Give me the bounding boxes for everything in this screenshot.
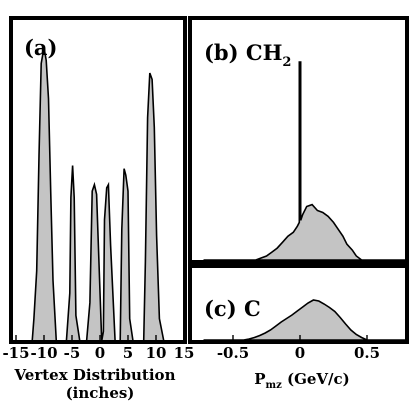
panel-b-label-subscript: 2 <box>282 55 291 70</box>
panel-a-x-tick-label: -15 <box>2 344 29 362</box>
panel-a-x-tick-label: -5 <box>64 344 81 362</box>
panel-a-x-tick-label: 10 <box>146 344 167 362</box>
panel-a-x-tick-label: 5 <box>123 344 133 362</box>
panel-c: (c) C -0.5 0 0.5 Pmz (GeV/c) <box>188 264 409 391</box>
panel-a-label: (a) <box>24 35 57 60</box>
panel-c-frame <box>188 264 409 344</box>
panel-c-label: (c) C <box>204 296 261 321</box>
panel-a-x-tick-label: 15 <box>174 344 195 362</box>
panel-c-x-tick-label: 0.5 <box>354 344 380 362</box>
panel-a-x-axis-label: Vertex Distribution <box>14 366 176 384</box>
panel-c-x-tick-label: 0 <box>295 344 305 362</box>
panel-a-x-tick-label: 0 <box>95 344 105 362</box>
panel-b-label: (b) CH2 <box>204 40 291 70</box>
panel-b-frame <box>188 16 409 264</box>
panel-a-frame <box>9 16 187 344</box>
panel-a-x-ticks: -15 -10 -5 0 5 10 15 <box>2 335 194 362</box>
panel-a: (a) -15 -10 -5 0 5 10 15 Vertex Distribution (… <box>2 16 194 402</box>
panel-c-x-ticks: -0.5 0 0.5 <box>217 335 380 362</box>
histogram-c-pmz <box>203 299 405 341</box>
panel-c-x-tick-label: -0.5 <box>217 344 249 362</box>
histogram-vertex-distribution <box>14 47 183 342</box>
histogram-ch2-pmz <box>203 61 405 261</box>
panel-a-x-axis-label-units: (inches) <box>66 384 135 402</box>
panel-c-x-axis-label: Pmz (GeV/c) <box>254 370 350 391</box>
panel-a-x-tick-label: -10 <box>30 344 57 362</box>
panel-c-x-axis-label-subscript: mz <box>265 380 282 391</box>
panel-b: (b) CH2 <box>188 16 409 264</box>
